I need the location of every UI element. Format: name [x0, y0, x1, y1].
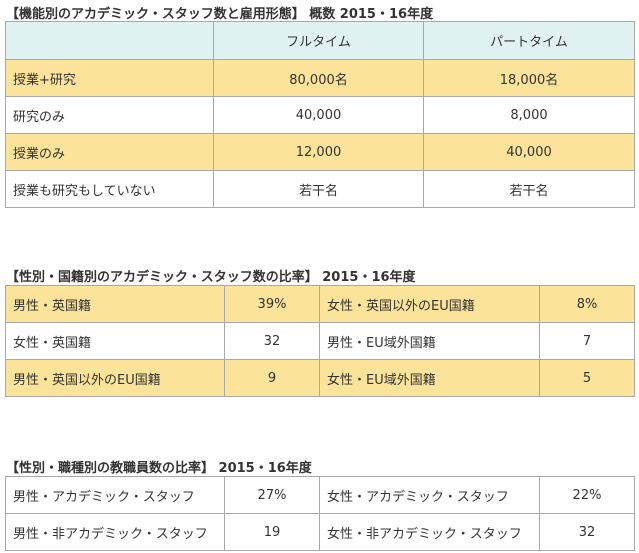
table-row: 男性・非アカデミック・スタッフ 19 女性・非アカデミック・スタッフ 32	[5, 513, 635, 551]
row-label: 授業も研究もしていない	[5, 170, 214, 208]
section2-title: 【性別・国籍別のアカデミック・スタッフ数の比率】 2015・16年度	[6, 270, 416, 285]
full-time-value: 若干名	[213, 170, 424, 208]
category-label: 男性・非アカデミック・スタッフ	[5, 513, 225, 551]
table-row: 授業+研究 80,000名 18,000名	[5, 59, 635, 97]
table-row: 授業のみ 12,000 40,000	[5, 133, 635, 171]
table-row: 女性・英国籍 32 男性・EU域外国籍 7	[5, 322, 635, 360]
part-time-value: 18,000名	[423, 59, 635, 97]
part-time-value: 8,000	[423, 96, 635, 134]
full-time-value: 40,000	[213, 96, 424, 134]
table-row: 男性・英国以外のEU国籍 9 女性・EU域外国籍 5	[5, 359, 635, 397]
category-label: 女性・英国以外のEU国籍	[319, 285, 540, 323]
table-header-row: フルタイム パートタイム	[5, 21, 635, 60]
ratio-value: 32	[539, 513, 635, 551]
ratio-value: 32	[224, 322, 320, 360]
table-row: 授業も研究もしていない 若干名 若干名	[5, 170, 635, 208]
table-row: 研究のみ 40,000 8,000	[5, 96, 635, 134]
part-time-value: 40,000	[423, 133, 635, 171]
category-label: 女性・英国籍	[5, 322, 225, 360]
category-label: 女性・非アカデミック・スタッフ	[319, 513, 540, 551]
ratio-value: 8%	[539, 285, 635, 323]
full-time-value: 80,000名	[213, 59, 424, 97]
row-label: 授業のみ	[5, 133, 214, 171]
ratio-value: 22%	[539, 476, 635, 514]
category-label: 男性・EU域外国籍	[319, 322, 540, 360]
staff-by-function-table: フルタイム パートタイム 授業+研究 80,000名 18,000名 研究のみ …	[5, 21, 635, 208]
category-label: 女性・EU域外国籍	[319, 359, 540, 397]
staff-by-gender-nationality-table: 男性・英国籍 39% 女性・英国以外のEU国籍 8% 女性・英国籍 32 男性・…	[5, 285, 635, 397]
ratio-value: 39%	[224, 285, 320, 323]
section3-title: 【性別・職種別の教職員数の比率】 2015・16年度	[6, 461, 312, 476]
header-empty-cell	[5, 21, 214, 60]
category-label: 男性・英国以外のEU国籍	[5, 359, 225, 397]
header-full-time: フルタイム	[213, 21, 424, 60]
table-row: 男性・英国籍 39% 女性・英国以外のEU国籍 8%	[5, 285, 635, 323]
table-row: 男性・アカデミック・スタッフ 27% 女性・アカデミック・スタッフ 22%	[5, 476, 635, 514]
staff-by-gender-role-table: 男性・アカデミック・スタッフ 27% 女性・アカデミック・スタッフ 22% 男性…	[5, 476, 635, 551]
ratio-value: 5	[539, 359, 635, 397]
ratio-value: 9	[224, 359, 320, 397]
section1-title: 【機能別のアカデミック・スタッフ数と雇用形態】 概数 2015・16年度	[6, 7, 434, 22]
part-time-value: 若干名	[423, 170, 635, 208]
category-label: 男性・英国籍	[5, 285, 225, 323]
full-time-value: 12,000	[213, 133, 424, 171]
ratio-value: 7	[539, 322, 635, 360]
row-label: 研究のみ	[5, 96, 214, 134]
category-label: 男性・アカデミック・スタッフ	[5, 476, 225, 514]
row-label: 授業+研究	[5, 59, 214, 97]
ratio-value: 27%	[224, 476, 320, 514]
ratio-value: 19	[224, 513, 320, 551]
category-label: 女性・アカデミック・スタッフ	[319, 476, 540, 514]
header-part-time: パートタイム	[423, 21, 635, 60]
